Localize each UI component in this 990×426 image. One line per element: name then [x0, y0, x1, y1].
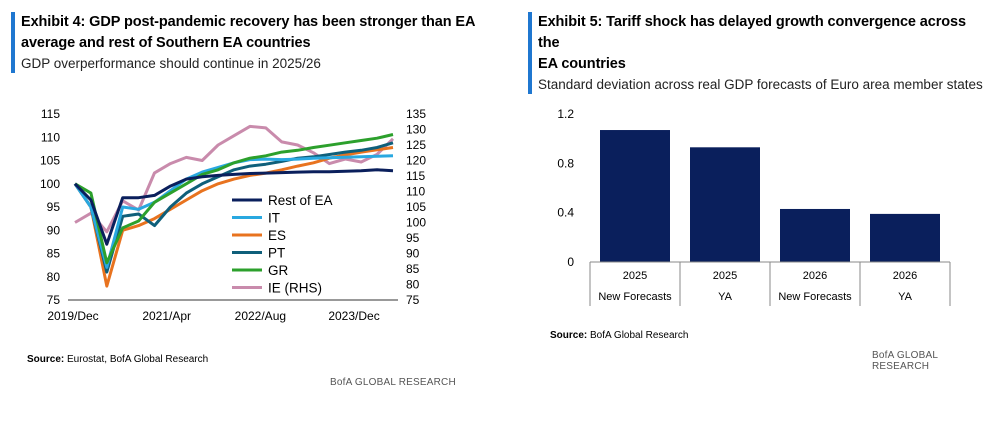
exhibit-5-source-label: Source: [550, 330, 588, 341]
legend-label: GR [268, 263, 289, 278]
y-left-tick-label: 80 [47, 270, 61, 284]
x-tick-label: 2021/Apr [142, 309, 191, 323]
y-tick-label: 0.8 [557, 156, 574, 170]
series-line-rest-of-ea [73, 168, 394, 246]
y-left-tick-label: 110 [41, 130, 60, 144]
y-left-tick-label: 100 [40, 177, 60, 191]
series-line-ie-rhs- [74, 124, 395, 234]
line-chart-legend: Rest of EA IT ES PT GR IE (RHS) [232, 193, 333, 296]
series-line-pt [73, 141, 394, 274]
y-left-tick-label: 115 [41, 107, 60, 121]
y-right-tick-label: 100 [406, 216, 426, 230]
x-tick-label: 2019/Dec [47, 309, 98, 323]
y-left-tick-label: 105 [40, 154, 60, 168]
exhibit-4-subtitle: GDP overperformance should continue in 2… [21, 56, 321, 71]
y-right-tick-label: 105 [406, 200, 426, 214]
line-chart-axes: 7580859095100105110115758085909510010511… [40, 107, 426, 323]
y-right-tick-label: 120 [406, 154, 426, 168]
y-right-tick-label: 80 [406, 278, 420, 292]
bar [780, 208, 850, 262]
exhibit-4-source: Source: Eurostat, BofA Global Research [27, 354, 208, 365]
bar [600, 130, 670, 262]
bar-chart-axes: 0 0.4 0.8 1.2 [557, 107, 574, 269]
y-right-tick-label: 90 [406, 247, 420, 261]
y-right-tick-label: 95 [406, 231, 420, 245]
legend-label: IE (RHS) [268, 281, 322, 296]
y-right-tick-label: 125 [406, 138, 426, 152]
legend-label: IT [268, 211, 280, 226]
exhibit-5-source-text: BofA Global Research [590, 330, 689, 341]
y-left-tick-label: 75 [47, 293, 61, 307]
y-right-tick-label: 130 [406, 123, 426, 137]
exhibit-4-header: Exhibit 4: GDP post-pandemic recovery ha… [11, 12, 475, 73]
y-right-tick-label: 135 [406, 107, 426, 121]
line-chart-series [73, 124, 395, 288]
exhibit-5-source: Source: BofA Global Research [550, 330, 688, 341]
y-tick-label: 0 [567, 255, 574, 269]
y-right-tick-label: 75 [406, 293, 420, 307]
exhibit-4-footer: BofA GLOBAL RESEARCH [330, 377, 456, 388]
y-right-tick-label: 110 [406, 185, 425, 199]
exhibit-5-subtitle: Standard deviation across real GDP forec… [538, 77, 983, 92]
y-right-tick-label: 85 [406, 262, 420, 276]
exhibit-4-title-line-1: Exhibit 4: GDP post-pandemic recovery ha… [21, 14, 476, 30]
category-year-label: 2026 [893, 270, 917, 282]
y-left-tick-label: 85 [47, 247, 61, 261]
y-right-tick-label: 115 [406, 169, 425, 183]
x-tick-label: 2023/Dec [328, 309, 379, 323]
gdp-std-bar-chart: 0 0.4 0.8 1.2 2025 New Forecasts 2025 YA 2026 Ne… [557, 107, 951, 306]
exhibit-5-panel: Exhibit 5: Tariff shock has delayed grow… [528, 0, 990, 406]
y-tick-label: 0.4 [557, 206, 574, 220]
legend-label: Rest of EA [268, 193, 333, 208]
bar-chart-bars [600, 130, 940, 262]
category-label: YA [898, 291, 913, 303]
category-label: YA [718, 291, 733, 303]
y-left-tick-label: 95 [47, 200, 61, 214]
exhibit-5-header: Exhibit 5: Tariff shock has delayed grow… [528, 12, 990, 94]
y-tick-label: 1.2 [557, 107, 574, 121]
exhibit-4-source-text: Eurostat, BofA Global Research [67, 354, 209, 365]
exhibit-5-title-line-1: Exhibit 5: Tariff shock has delayed grow… [538, 14, 966, 51]
x-tick-label: 2022/Aug [235, 309, 286, 323]
y-left-tick-label: 90 [47, 223, 61, 237]
bar [690, 147, 760, 262]
exhibit-5-footer: BofA GLOBAL RESEARCH [872, 350, 938, 372]
category-label: New Forecasts [598, 291, 672, 303]
exhibit-5-title-line-2: EA countries [538, 56, 626, 72]
category-year-label: 2026 [803, 270, 827, 282]
bar-chart-categories: 2025 New Forecasts 2025 YA 2026 New Forecasts… [589, 261, 951, 306]
bar [870, 213, 940, 262]
category-year-label: 2025 [623, 270, 647, 282]
gdp-line-chart: 7580859095100105110115758085909510010511… [40, 107, 426, 323]
legend-label: ES [268, 228, 286, 243]
exhibit-4-title-line-2: average and rest of Southern EA countrie… [21, 35, 311, 51]
series-line-gr [74, 133, 394, 265]
category-label: New Forecasts [778, 291, 852, 303]
legend-label: PT [268, 246, 285, 261]
exhibit-4-source-label: Source: [27, 354, 65, 365]
exhibit-4-panel: Exhibit 4: GDP post-pandemic recovery ha… [0, 0, 480, 406]
category-year-label: 2025 [713, 270, 737, 282]
